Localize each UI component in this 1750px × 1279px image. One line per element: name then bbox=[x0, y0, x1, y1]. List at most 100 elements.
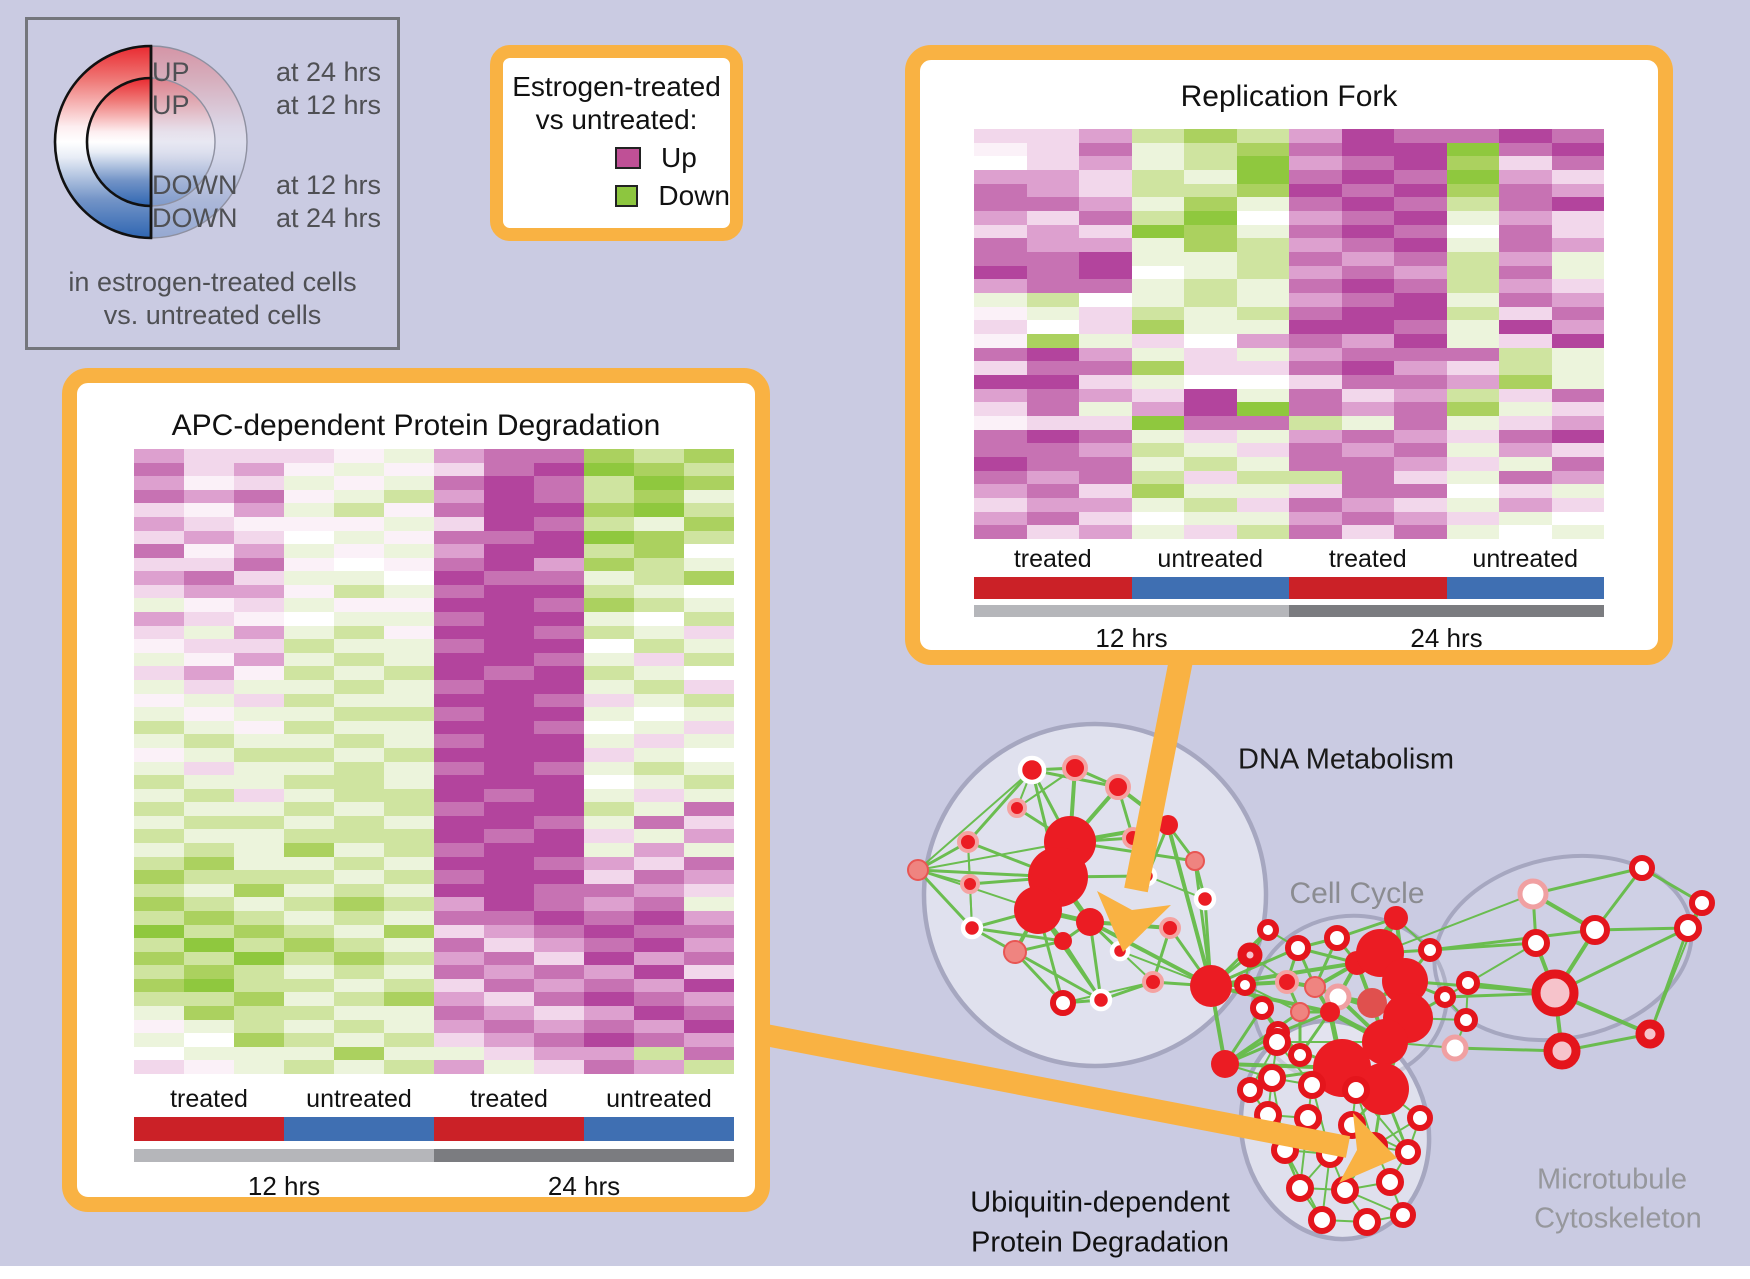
gene-node-wr bbox=[1193, 887, 1217, 911]
heatmap-cell bbox=[1236, 498, 1289, 512]
heatmap-cell bbox=[484, 503, 534, 517]
heatmap-cell bbox=[634, 720, 684, 735]
gene-node-rw bbox=[1288, 1043, 1312, 1067]
heatmap-cell bbox=[384, 612, 434, 626]
heatmap-cell bbox=[684, 530, 734, 545]
heatmap-cell bbox=[234, 598, 284, 613]
heatmap-cell bbox=[1236, 293, 1289, 307]
heatmap-cell bbox=[1184, 252, 1237, 266]
heatmap-cell bbox=[484, 870, 534, 884]
heatmap-cell bbox=[534, 965, 584, 979]
group-label: untreated bbox=[306, 1085, 412, 1113]
heatmap-cell bbox=[434, 707, 484, 721]
heatmap-cell bbox=[1551, 211, 1604, 225]
apc-degradation-panel: APC-dependent Protein Degradation treate… bbox=[62, 368, 770, 1212]
heatmap-cell bbox=[1341, 142, 1394, 157]
treatment-color-bar bbox=[284, 1117, 434, 1141]
heatmap-cell bbox=[434, 666, 484, 680]
bottom-margin bbox=[0, 1266, 1750, 1279]
heatmap-cell bbox=[534, 449, 584, 463]
heatmap-cell bbox=[634, 707, 684, 721]
heatmap-cell bbox=[134, 584, 184, 599]
heatmap-cell bbox=[1446, 320, 1499, 334]
heatmap-cell bbox=[584, 747, 634, 762]
heatmap-cell bbox=[1394, 211, 1447, 225]
heatmap-cell bbox=[484, 734, 534, 748]
heatmap-cell bbox=[334, 938, 384, 952]
network-edge bbox=[966, 768, 1034, 844]
heatmap-cell bbox=[1236, 265, 1289, 280]
heatmap-cell bbox=[184, 897, 234, 911]
heatmap-cell bbox=[974, 156, 1027, 170]
heatmap-cell bbox=[434, 1046, 484, 1061]
heatmap-cell bbox=[384, 652, 434, 667]
heatmap-cell bbox=[974, 224, 1027, 239]
heatmap-cell bbox=[534, 910, 584, 925]
apc-group-labels: treated untreated treated untreated bbox=[134, 1085, 734, 1113]
heatmap-cell bbox=[1446, 265, 1499, 280]
heatmap-cell bbox=[1079, 129, 1132, 143]
heatmap-cell bbox=[1499, 388, 1552, 403]
heatmap-cell bbox=[974, 388, 1027, 403]
heatmap-cell bbox=[134, 1033, 184, 1047]
heatmap-cell bbox=[584, 503, 634, 517]
heatmap-cell bbox=[434, 584, 484, 599]
heatmap-cell bbox=[1236, 388, 1289, 403]
heatmap-cell bbox=[234, 856, 284, 871]
heatmap-cell bbox=[434, 679, 484, 694]
heatmap-cell bbox=[184, 652, 234, 667]
heatmap-cell bbox=[484, 666, 534, 680]
heatmap-cell bbox=[134, 449, 184, 463]
heatmap-cell bbox=[334, 612, 384, 626]
heatmap-cell bbox=[684, 612, 734, 626]
heatmap-cell bbox=[634, 476, 684, 490]
heatmap-cell bbox=[134, 815, 184, 830]
heatmap-cell bbox=[484, 951, 534, 966]
heatmap-cell bbox=[584, 815, 634, 830]
heatmap-cell bbox=[384, 639, 434, 653]
heatmap-cell bbox=[684, 625, 734, 640]
heatmap-cell bbox=[134, 693, 184, 708]
heatmap-cell bbox=[534, 1033, 584, 1047]
group-label: untreated bbox=[1157, 545, 1264, 573]
heatmap-cell bbox=[1446, 142, 1499, 157]
heatmap-cell bbox=[1131, 211, 1184, 225]
heatmap-cell bbox=[634, 897, 684, 911]
heatmap-cell bbox=[434, 897, 484, 911]
gene-node-rw bbox=[1298, 1071, 1326, 1099]
heatmap-cell bbox=[434, 815, 484, 830]
heatmap-cell bbox=[534, 489, 584, 504]
heatmap-cell bbox=[484, 489, 534, 504]
heatmap-cell bbox=[634, 449, 684, 463]
gene-node-rw bbox=[1418, 938, 1442, 962]
heatmap-cell bbox=[1446, 238, 1499, 252]
network-edge bbox=[1428, 941, 1538, 952]
heatmap-cell bbox=[1551, 293, 1604, 307]
heatmap-cell bbox=[584, 924, 634, 939]
heatmap-cell bbox=[584, 788, 634, 803]
heatmap-cell bbox=[384, 788, 434, 803]
heatmap-cell bbox=[384, 1046, 434, 1061]
heatmap-cell bbox=[134, 747, 184, 762]
heatmap-cell bbox=[1394, 224, 1447, 239]
heatmap-cell bbox=[184, 1046, 234, 1061]
heatmap-cell bbox=[184, 503, 234, 517]
group-label: treated bbox=[1013, 545, 1092, 573]
heatmap-cell bbox=[1289, 416, 1342, 430]
heatmap-cell bbox=[634, 639, 684, 653]
gene-node-pr bbox=[1275, 970, 1299, 994]
heatmap-cell bbox=[184, 679, 234, 694]
gene-node-rw bbox=[1456, 971, 1480, 995]
heatmap-cell bbox=[634, 829, 684, 844]
heatmap-cell bbox=[184, 516, 234, 531]
heatmap-cell bbox=[1131, 238, 1184, 252]
heatmap-cell bbox=[534, 516, 584, 531]
heatmap-cell bbox=[234, 516, 284, 531]
heatmap-cell bbox=[534, 1019, 584, 1034]
heatmap-cell bbox=[1026, 429, 1079, 444]
heatmap-cell bbox=[434, 571, 484, 585]
heatmap-cell bbox=[584, 856, 634, 871]
heatmap-cell bbox=[974, 238, 1027, 252]
gene-node-s bbox=[1362, 1019, 1408, 1065]
heatmap-cell bbox=[434, 788, 484, 803]
